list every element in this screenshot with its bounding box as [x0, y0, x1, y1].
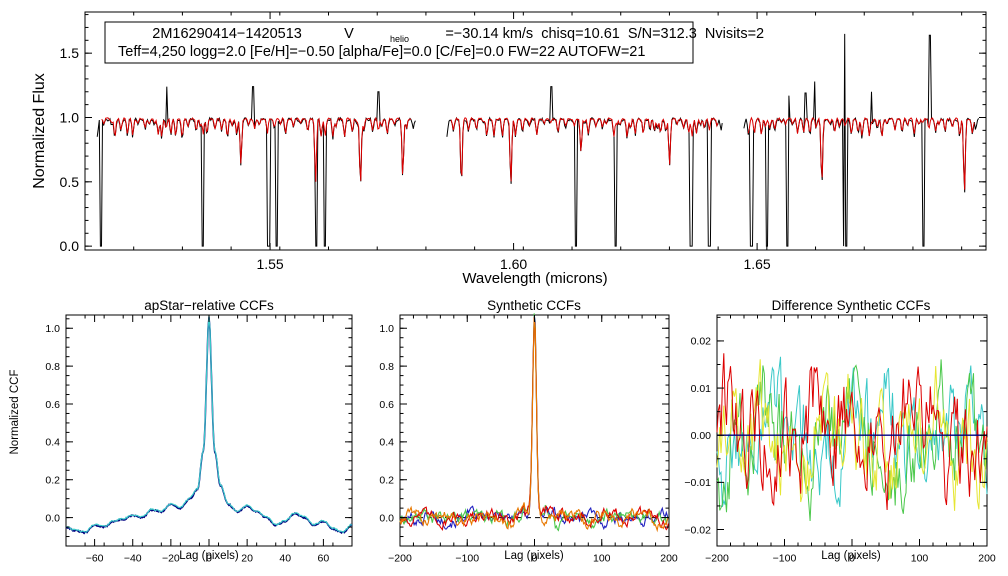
spectrum-ticks: 1.55 1.60 1.65 0.0 0.5 1.0 1.5 [60, 12, 986, 272]
spectrum-plot-frame [84, 11, 987, 251]
synthetic-ccf-x-tick-label: −200 [388, 553, 412, 565]
synthetic-ccf-series-4 [399, 318, 669, 533]
synthetic-ccf-series-group [399, 313, 669, 533]
synthetic-ccf-y-tick-label: 0.4 [379, 437, 394, 449]
synthetic-ccf-y-tick-label: 0.2 [379, 475, 394, 487]
difference-ccf-x-tick-label: 0 [849, 553, 855, 565]
info-line-1-rest: =−30.14 km/s chisq=10.61 S/N=312.3 Nvisi… [445, 26, 764, 42]
info-star-id: 2M16290414−1420513 [152, 26, 302, 42]
synthetic-ccf-series-3 [399, 317, 669, 531]
apstar-ccf-series-group [65, 315, 353, 535]
difference-ccf-x-axis-label: Lag (pixels) [821, 550, 881, 562]
apstar-ccf-series-1 [65, 317, 353, 535]
info-box-frame [104, 21, 694, 64]
apstar-ccf-x-tick-label: −40 [124, 553, 142, 565]
apstar-ccf-x-tick-label: −20 [162, 553, 180, 565]
difference-ccf-frame [716, 314, 988, 547]
spectrum-panel: 1.55 1.60 1.65 0.0 0.5 1.0 1.5 Wavelength (mic… [31, 11, 987, 287]
apstar-ccf-y-tick-label: 0.0 [45, 512, 60, 524]
info-line-2: Teff=4,250 logg=2.0 [Fe/H]=−0.50 [alpha/… [118, 44, 645, 60]
apstar-ccf-series-2 [65, 315, 353, 534]
synthetic-ccf-ticks: −200 −100 0 100 200 0.0 0.2 0.4 0.6 0.8 1.0 [379, 315, 678, 565]
apstar-ccf-x-tick-label: −60 [86, 553, 104, 565]
difference-ccf-y-tick-label: −0.02 [684, 524, 711, 536]
synthetic-ccf-y-tick-label: 0.0 [379, 512, 394, 524]
spectrum-x-tick-label: 1.60 [500, 256, 527, 272]
apstar-ccf-ticks: −60 −40 −20 0 20 40 60 0.0 0.2 0.4 0.6 0.8 1.0 [45, 315, 353, 565]
synthetic-ccf-x-tick-label: 0 [532, 553, 538, 565]
apstar-ccf-y-tick-label: 1.0 [45, 323, 60, 335]
apstar-ccf-title: apStar−relative CCFs [144, 298, 274, 313]
synthetic-ccf-x-tick-label: 200 [660, 553, 678, 565]
info-v-symbol: V [344, 26, 354, 42]
spectrum-y-tick-label: 1.0 [60, 110, 80, 126]
apstar-ccf-x-tick-label: 40 [279, 553, 291, 565]
spectrum-y-axis-label: Normalized Flux [31, 73, 48, 189]
apstar-ccf-x-tick-label: 60 [318, 553, 330, 565]
spectrum-model-chip-3 [747, 116, 975, 190]
spectrum-observed-chip-1 [96, 86, 416, 247]
difference-ccf-title: Difference Synthetic CCFs [772, 298, 931, 313]
synthetic-ccf-title: Synthetic CCFs [487, 298, 581, 313]
difference-ccf-y-tick-label: −0.01 [684, 477, 711, 489]
difference-ccf-y-tick-label: 0.02 [691, 336, 712, 348]
difference-ccf-series-3 [716, 359, 988, 511]
apstar-ccf-y-tick-label: 0.6 [45, 399, 60, 411]
synthetic-ccf-x-axis-label: Lag (pixels) [504, 550, 564, 562]
synthetic-ccf-series-1 [399, 315, 669, 531]
difference-ccf-x-tick-label: 200 [978, 553, 996, 565]
synthetic-ccf-x-tick-label: 100 [593, 553, 611, 565]
difference-ccf-panel: −200 −100 0 100 200 −0.02 −0.01 0.00 0.01 0.02 Di… [684, 298, 995, 565]
apstar-ccf-frame [65, 314, 353, 547]
spectrum-x-axis-label: Wavelength (microns) [462, 270, 607, 287]
apstar-ccf-x-axis-label: Lag (pixels) [179, 550, 239, 562]
difference-ccf-y-tick-label: 0.00 [691, 430, 712, 442]
synthetic-ccf-frame [399, 314, 670, 547]
spectrum-x-tick-label: 1.55 [256, 256, 283, 272]
apstar-ccf-y-axis-label: Normalized CCF [9, 370, 21, 455]
difference-ccf-x-tick-label: −200 [705, 553, 729, 565]
difference-ccf-series-1 [716, 356, 988, 508]
apstar-ccf-x-tick-label: 0 [206, 553, 212, 565]
spectrum-x-tick-label: 1.65 [743, 256, 770, 272]
spectrum-model-chip-2 [450, 116, 719, 182]
info-v-subscript: helio [390, 34, 409, 44]
apstar-ccf-y-tick-label: 0.4 [45, 437, 60, 449]
difference-ccf-x-tick-label: 100 [911, 553, 929, 565]
apstar-ccf-panel: −60 −40 −20 0 20 40 60 0.0 0.2 0.4 0.6 0.8 1.0 apSta… [9, 298, 353, 565]
difference-ccf-series-4 [716, 353, 988, 511]
apstar-ccf-x-tick-label: 20 [241, 553, 253, 565]
spectrum-y-tick-label: 1.5 [60, 45, 80, 61]
apstar-ccf-y-tick-label: 0.2 [45, 475, 60, 487]
synthetic-ccf-x-tick-label: −100 [455, 553, 479, 565]
spectrum-y-tick-label: 0.0 [60, 238, 80, 254]
synthetic-ccf-panel: −200 −100 0 100 200 0.0 0.2 0.4 0.6 0.8 1.0 Synthe… [379, 298, 678, 565]
info-line-1: 2M16290414−1420513 V helio =−30.14 km/s … [116, 26, 792, 46]
info-box: 2M16290414−1420513 V helio =−30.14 km/s … [104, 21, 792, 64]
difference-ccf-x-tick-label: −100 [773, 553, 797, 565]
apstar-ccf-y-tick-label: 0.8 [45, 361, 60, 373]
synthetic-ccf-y-tick-label: 0.8 [379, 361, 394, 373]
difference-ccf-ticks: −200 −100 0 100 200 −0.02 −0.01 0.00 0.01 0.02 [684, 315, 996, 565]
difference-ccf-y-tick-label: 0.01 [691, 383, 712, 395]
spectrum-y-tick-label: 0.5 [60, 174, 80, 190]
synthetic-ccf-y-tick-label: 1.0 [379, 323, 394, 335]
spectrum-observed-chip-2 [446, 86, 723, 247]
spectrum-model-chip-1 [101, 116, 412, 182]
spectrum-observed-chip-3 [743, 33, 980, 247]
difference-ccf-series-group [716, 353, 988, 522]
spectrum-series-group [96, 33, 980, 247]
synthetic-ccf-y-tick-label: 0.6 [379, 399, 394, 411]
